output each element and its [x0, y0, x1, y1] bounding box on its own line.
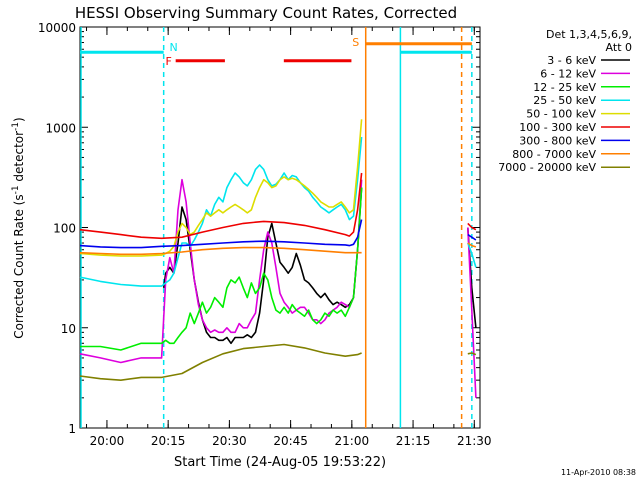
y-axis-label-sup1: -1	[11, 185, 21, 194]
chart-title: HESSI Observing Summary Count Rates, Cor…	[75, 4, 457, 22]
series-line	[79, 172, 477, 240]
tick-labels: 1 10 100 1000 10000 20:00 20:15 20:30 20:45 21:00…	[38, 21, 492, 448]
legend-entry-label: 50 - 100 keV	[526, 108, 596, 121]
x-tick-label: 20:30	[212, 434, 247, 448]
legend-entry-label: 800 - 7000 keV	[512, 148, 596, 161]
legend-entry-label: 3 - 6 keV	[547, 54, 596, 67]
y-axis-label-main: Corrected Count Rate (s	[12, 194, 26, 338]
series-line	[79, 219, 477, 249]
axis-ticks	[80, 26, 480, 429]
flare-flag-label: F	[166, 55, 172, 68]
legend-entry-label: 25 - 50 keV	[533, 94, 596, 107]
x-tick-label: 20:45	[273, 434, 308, 448]
x-tick-label: 20:15	[151, 434, 186, 448]
saa-flag-label: S	[352, 36, 359, 49]
y-tick-label: 1	[68, 422, 76, 436]
y-axis-label-end: )	[12, 117, 26, 122]
y-tick-label: 1000	[45, 121, 76, 135]
legend-header: Det 1,3,4,5,6,9, Att 0	[500, 28, 632, 54]
x-tick-label: 21:00	[335, 434, 370, 448]
observing-flags: NF S	[80, 36, 472, 68]
x-tick-label: 21:15	[396, 434, 431, 448]
legend-entry-label: 300 - 800 keV	[519, 134, 596, 147]
legend-entry-label: 12 - 25 keV	[533, 81, 596, 94]
y-axis-label-sup2: -1	[11, 122, 21, 131]
legend-header-attenuator: Att 0	[605, 41, 632, 54]
series-line	[79, 119, 363, 257]
y-tick-label: 10	[61, 322, 76, 336]
x-tick-label: 20:00	[90, 434, 125, 448]
night-flag-label: N	[170, 41, 178, 54]
y-axis-label: Corrected Count Rate (s-1 detector-1)	[11, 117, 26, 338]
x-tick-label: 21:30	[457, 434, 492, 448]
legend-entry-label: 7000 - 20000 keV	[498, 161, 596, 174]
boundary-lines	[80, 27, 473, 428]
legend-entry-label: 6 - 12 keV	[540, 67, 596, 80]
y-tick-label: 10000	[38, 21, 76, 35]
series-line	[79, 178, 477, 398]
footer-timestamp: 11-Apr-2010 08:38	[561, 468, 636, 477]
legend-entry-label: 100 - 300 keV	[519, 121, 596, 134]
plot-frame	[79, 26, 481, 429]
legend-header-detectors: Det 1,3,4,5,6,9,	[545, 28, 632, 41]
x-axis-label: Start Time (24-Aug-05 19:53:22)	[174, 455, 386, 470]
series-line	[80, 187, 363, 351]
y-tick-label: 100	[53, 222, 76, 236]
y-axis-label-mid: detector	[12, 131, 26, 186]
series-line	[79, 136, 477, 287]
series-line	[79, 343, 477, 381]
series-lines	[79, 119, 477, 398]
series-line	[79, 242, 477, 256]
